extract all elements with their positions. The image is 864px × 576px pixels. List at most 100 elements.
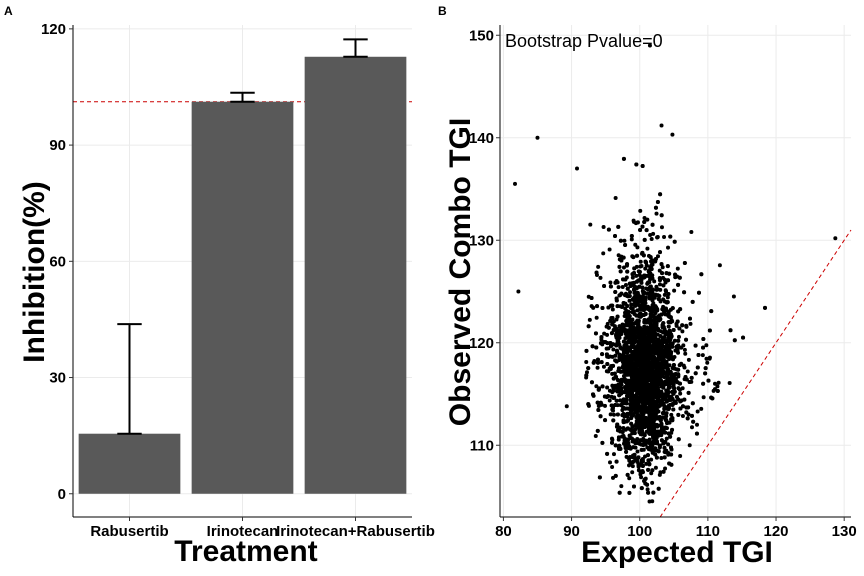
- scatter-point: [587, 317, 592, 322]
- scatter-point: [593, 331, 598, 336]
- scatter-point: [628, 354, 633, 359]
- scatter-point: [651, 287, 656, 292]
- panel-a-y-tick-label: 60: [49, 253, 66, 270]
- scatter-point: [625, 286, 630, 291]
- scatter-point: [647, 285, 652, 290]
- scatter-point: [614, 296, 619, 301]
- scatter-point: [636, 379, 641, 384]
- scatter-point: [646, 306, 651, 311]
- scatter-point: [703, 371, 708, 376]
- scatter-point: [654, 284, 659, 289]
- scatter-point-outlier: [647, 43, 652, 48]
- panel-b-axes: [499, 25, 851, 518]
- scatter-point: [685, 369, 690, 374]
- scatter-point: [591, 305, 596, 310]
- scatter-point: [687, 379, 692, 384]
- scatter-point: [656, 337, 661, 342]
- scatter-point: [619, 258, 624, 263]
- panel-b-x-tick-label: 80: [495, 523, 512, 540]
- scatter-point: [705, 360, 710, 365]
- scatter-point: [684, 377, 689, 382]
- scatter-point: [600, 352, 605, 357]
- scatter-point: [674, 394, 679, 399]
- scatter-point-outlier: [516, 289, 521, 294]
- scatter-point: [650, 276, 655, 281]
- scatter-point: [627, 490, 632, 495]
- scatter-point: [628, 461, 633, 466]
- scatter-point: [704, 356, 709, 361]
- scatter-point: [640, 164, 645, 169]
- scatter-point: [617, 443, 622, 448]
- scatter-point: [617, 490, 622, 495]
- scatter-point: [655, 370, 660, 375]
- scatter-point: [604, 352, 609, 357]
- scatter-point: [621, 397, 626, 402]
- scatter-point: [666, 245, 671, 250]
- scatter-point-outlier: [670, 132, 675, 137]
- scatter-point: [600, 305, 605, 310]
- scatter-point: [651, 350, 656, 355]
- scatter-point: [656, 486, 661, 491]
- scatter-point: [623, 283, 628, 288]
- scatter-point: [645, 291, 650, 296]
- scatter-point: [617, 358, 622, 363]
- scatter-point: [654, 287, 659, 292]
- scatter-point: [669, 412, 674, 417]
- scatter-point: [666, 320, 671, 325]
- scatter-point: [594, 270, 599, 275]
- panel-a-y-tick-label: 0: [58, 486, 66, 503]
- scatter-point: [667, 380, 672, 385]
- scatter-point: [618, 398, 623, 403]
- scatter-point: [644, 377, 649, 382]
- scatter-point: [741, 335, 746, 340]
- scatter-point: [601, 251, 606, 256]
- scatter-point: [673, 272, 678, 277]
- scatter-point: [731, 294, 736, 299]
- scatter-point: [662, 430, 667, 435]
- scatter-point: [642, 418, 647, 423]
- scatter-point: [672, 288, 677, 293]
- scatter-point: [635, 403, 640, 408]
- scatter-point: [650, 355, 655, 360]
- scatter-point: [653, 423, 658, 428]
- scatter-point: [637, 284, 642, 289]
- scatter-point-outlier: [659, 123, 664, 128]
- scatter-point: [640, 289, 645, 294]
- scatter-point: [639, 304, 644, 309]
- scatter-point: [689, 413, 694, 418]
- scatter-point: [610, 322, 615, 327]
- scatter-point: [623, 310, 628, 315]
- scatter-point: [662, 235, 667, 240]
- scatter-point: [600, 440, 605, 445]
- scatter-point: [637, 373, 642, 378]
- scatter-point: [656, 449, 661, 454]
- scatter-point: [625, 294, 630, 299]
- scatter-point: [677, 326, 682, 331]
- scatter-point: [664, 343, 669, 348]
- scatter-point: [672, 239, 677, 244]
- scatter-point: [605, 385, 610, 390]
- scatter-point: [610, 475, 615, 480]
- scatter-point: [649, 378, 654, 383]
- scatter-point: [659, 213, 664, 218]
- scatter-point: [652, 437, 657, 442]
- scatter-point: [597, 386, 602, 391]
- scatter-point: [664, 436, 669, 441]
- scatter-point: [622, 238, 627, 243]
- scatter-point: [634, 363, 639, 368]
- scatter-point: [649, 347, 654, 352]
- scatter-point: [658, 418, 663, 423]
- scatter-point: [647, 411, 652, 416]
- scatter-point: [614, 398, 619, 403]
- scatter-point: [614, 335, 619, 340]
- scatter-point: [657, 398, 662, 403]
- scatter-point: [630, 389, 635, 394]
- scatter-point: [642, 371, 647, 376]
- scatter-point: [631, 484, 636, 489]
- scatter-point: [666, 442, 671, 447]
- scatter-point: [619, 291, 624, 296]
- scatter-point: [699, 272, 704, 277]
- scatter-point: [618, 369, 623, 374]
- scatter-point: [635, 220, 640, 225]
